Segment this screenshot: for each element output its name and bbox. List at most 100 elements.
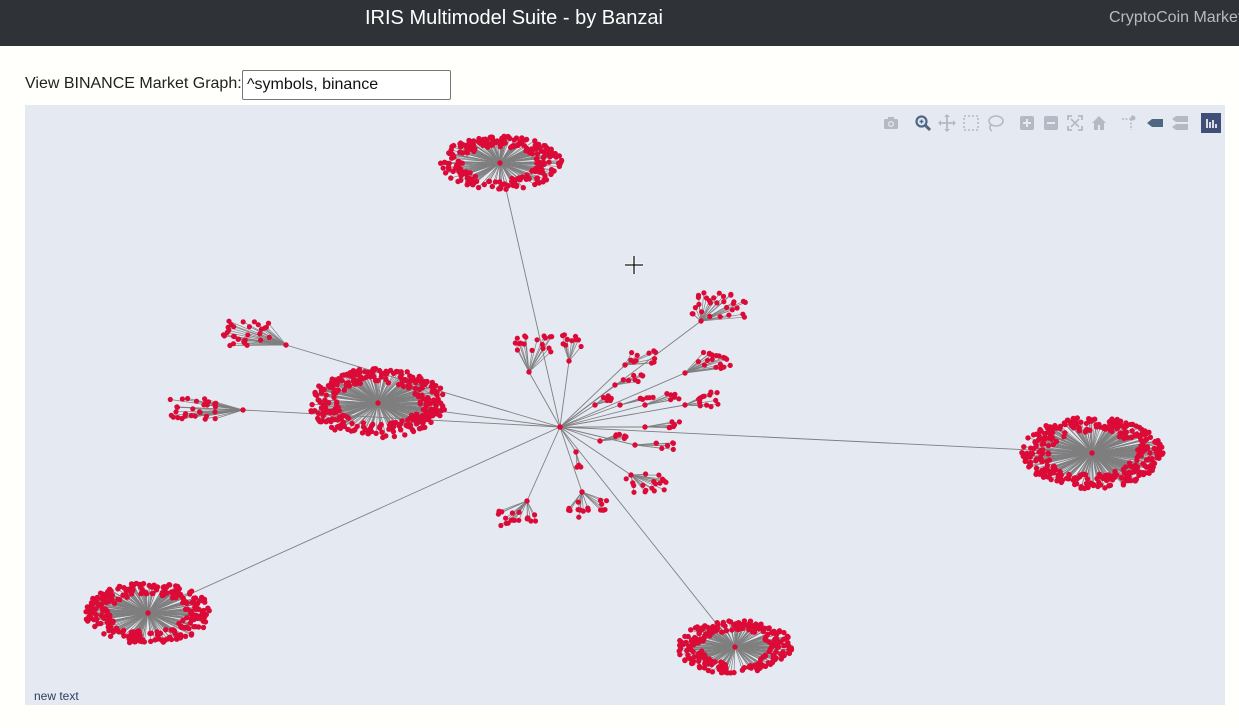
graph-node[interactable]	[524, 498, 530, 504]
graph-node[interactable]	[716, 664, 722, 670]
graph-node[interactable]	[697, 665, 703, 671]
nav-link-cryptocoin-market[interactable]: CryptoCoin Market	[1109, 9, 1239, 26]
graph-node[interactable]	[670, 440, 677, 446]
graph-node[interactable]	[785, 640, 791, 646]
graph-node[interactable]	[547, 154, 553, 160]
graph-node[interactable]	[1146, 470, 1152, 476]
graph-node[interactable]	[1131, 469, 1137, 475]
graph-node[interactable]	[721, 299, 727, 305]
graph-node[interactable]	[448, 175, 454, 181]
graph-node[interactable]	[312, 390, 318, 396]
graph-node[interactable]	[445, 164, 452, 170]
graph-node[interactable]	[431, 382, 437, 389]
graph-node[interactable]	[202, 619, 209, 625]
graph-node[interactable]	[145, 610, 151, 616]
graph-node[interactable]	[1154, 455, 1160, 461]
graph-node[interactable]	[684, 648, 690, 654]
graph-node[interactable]	[316, 397, 322, 403]
graph-node[interactable]	[140, 580, 147, 587]
graph-node[interactable]	[509, 175, 515, 182]
graph-node[interactable]	[414, 420, 420, 427]
graph-node[interactable]	[109, 596, 115, 603]
graph-node[interactable]	[1129, 428, 1135, 434]
graph-node[interactable]	[130, 636, 137, 642]
graph-node[interactable]	[773, 649, 779, 655]
graph-node[interactable]	[322, 397, 328, 403]
graph-node[interactable]	[157, 630, 164, 636]
graph-node[interactable]	[1143, 457, 1150, 463]
graph-node[interactable]	[497, 142, 503, 148]
graph-node[interactable]	[515, 141, 521, 148]
graph-node[interactable]	[1050, 464, 1056, 470]
graph-node[interactable]	[432, 400, 438, 406]
graph-node[interactable]	[326, 384, 333, 390]
graph-node[interactable]	[1120, 480, 1127, 486]
graph-node[interactable]	[1035, 437, 1042, 443]
graph-node[interactable]	[1089, 450, 1095, 456]
graph-node[interactable]	[407, 383, 413, 390]
graph-node[interactable]	[174, 404, 180, 410]
graph-node[interactable]	[556, 153, 562, 159]
graph-node[interactable]	[1046, 457, 1053, 463]
graph-node[interactable]	[585, 507, 591, 513]
graph-node[interactable]	[778, 639, 784, 645]
graph-node[interactable]	[484, 137, 490, 144]
graph-node[interactable]	[341, 387, 347, 393]
graph-node[interactable]	[728, 291, 734, 297]
graph-node[interactable]	[351, 376, 357, 383]
graph-node[interactable]	[646, 350, 652, 356]
graph-node[interactable]	[1027, 462, 1034, 469]
graph-node[interactable]	[159, 637, 165, 643]
graph-node[interactable]	[197, 409, 203, 415]
graph-node[interactable]	[98, 612, 105, 619]
graph-node[interactable]	[740, 311, 746, 317]
graph-node[interactable]	[95, 601, 102, 607]
graph-node[interactable]	[202, 396, 208, 402]
graph-node[interactable]	[760, 654, 766, 661]
graph-node[interactable]	[729, 627, 735, 633]
graph-node[interactable]	[682, 402, 688, 408]
graph-node[interactable]	[599, 501, 605, 507]
graph-node[interactable]	[251, 319, 257, 325]
graph-node[interactable]	[1041, 473, 1048, 479]
graph-node[interactable]	[706, 629, 713, 635]
graph-node[interactable]	[489, 183, 495, 190]
plotly-logo-button[interactable]	[1201, 113, 1221, 133]
graph-node[interactable]	[438, 400, 444, 406]
graph-node[interactable]	[713, 397, 719, 403]
graph-node[interactable]	[1039, 441, 1045, 447]
graph-node[interactable]	[722, 623, 728, 629]
graph-node[interactable]	[1061, 420, 1068, 426]
graph-node[interactable]	[352, 427, 358, 433]
graph-node[interactable]	[638, 372, 644, 378]
graph-node[interactable]	[742, 299, 748, 305]
graph-node[interactable]	[529, 347, 535, 353]
graph-node[interactable]	[575, 337, 582, 343]
graph-node[interactable]	[1033, 465, 1040, 471]
graph-node[interactable]	[560, 341, 566, 347]
graph-node[interactable]	[696, 301, 702, 307]
graph-node[interactable]	[416, 426, 423, 432]
graph-node[interactable]	[1078, 484, 1084, 490]
graph-node[interactable]	[746, 664, 752, 670]
graph-node[interactable]	[149, 590, 155, 597]
graph-node[interactable]	[390, 370, 397, 377]
graph-node[interactable]	[1057, 469, 1063, 475]
graph-node[interactable]	[772, 641, 779, 648]
graph-node[interactable]	[628, 357, 634, 363]
download-plot-button[interactable]	[881, 113, 901, 133]
graph-node[interactable]	[715, 401, 721, 407]
graph-node[interactable]	[643, 487, 649, 493]
graph-node[interactable]	[468, 176, 475, 182]
graph-node[interactable]	[308, 409, 315, 415]
graph-node[interactable]	[689, 640, 695, 646]
pan-button[interactable]	[937, 113, 957, 133]
graph-node[interactable]	[714, 300, 720, 306]
graph-node[interactable]	[167, 634, 173, 640]
graph-node[interactable]	[179, 623, 185, 630]
graph-node[interactable]	[778, 656, 784, 662]
graph-node[interactable]	[642, 402, 648, 408]
graph-node[interactable]	[735, 626, 742, 633]
graph-node[interactable]	[460, 150, 466, 156]
graph-node[interactable]	[1021, 444, 1027, 450]
